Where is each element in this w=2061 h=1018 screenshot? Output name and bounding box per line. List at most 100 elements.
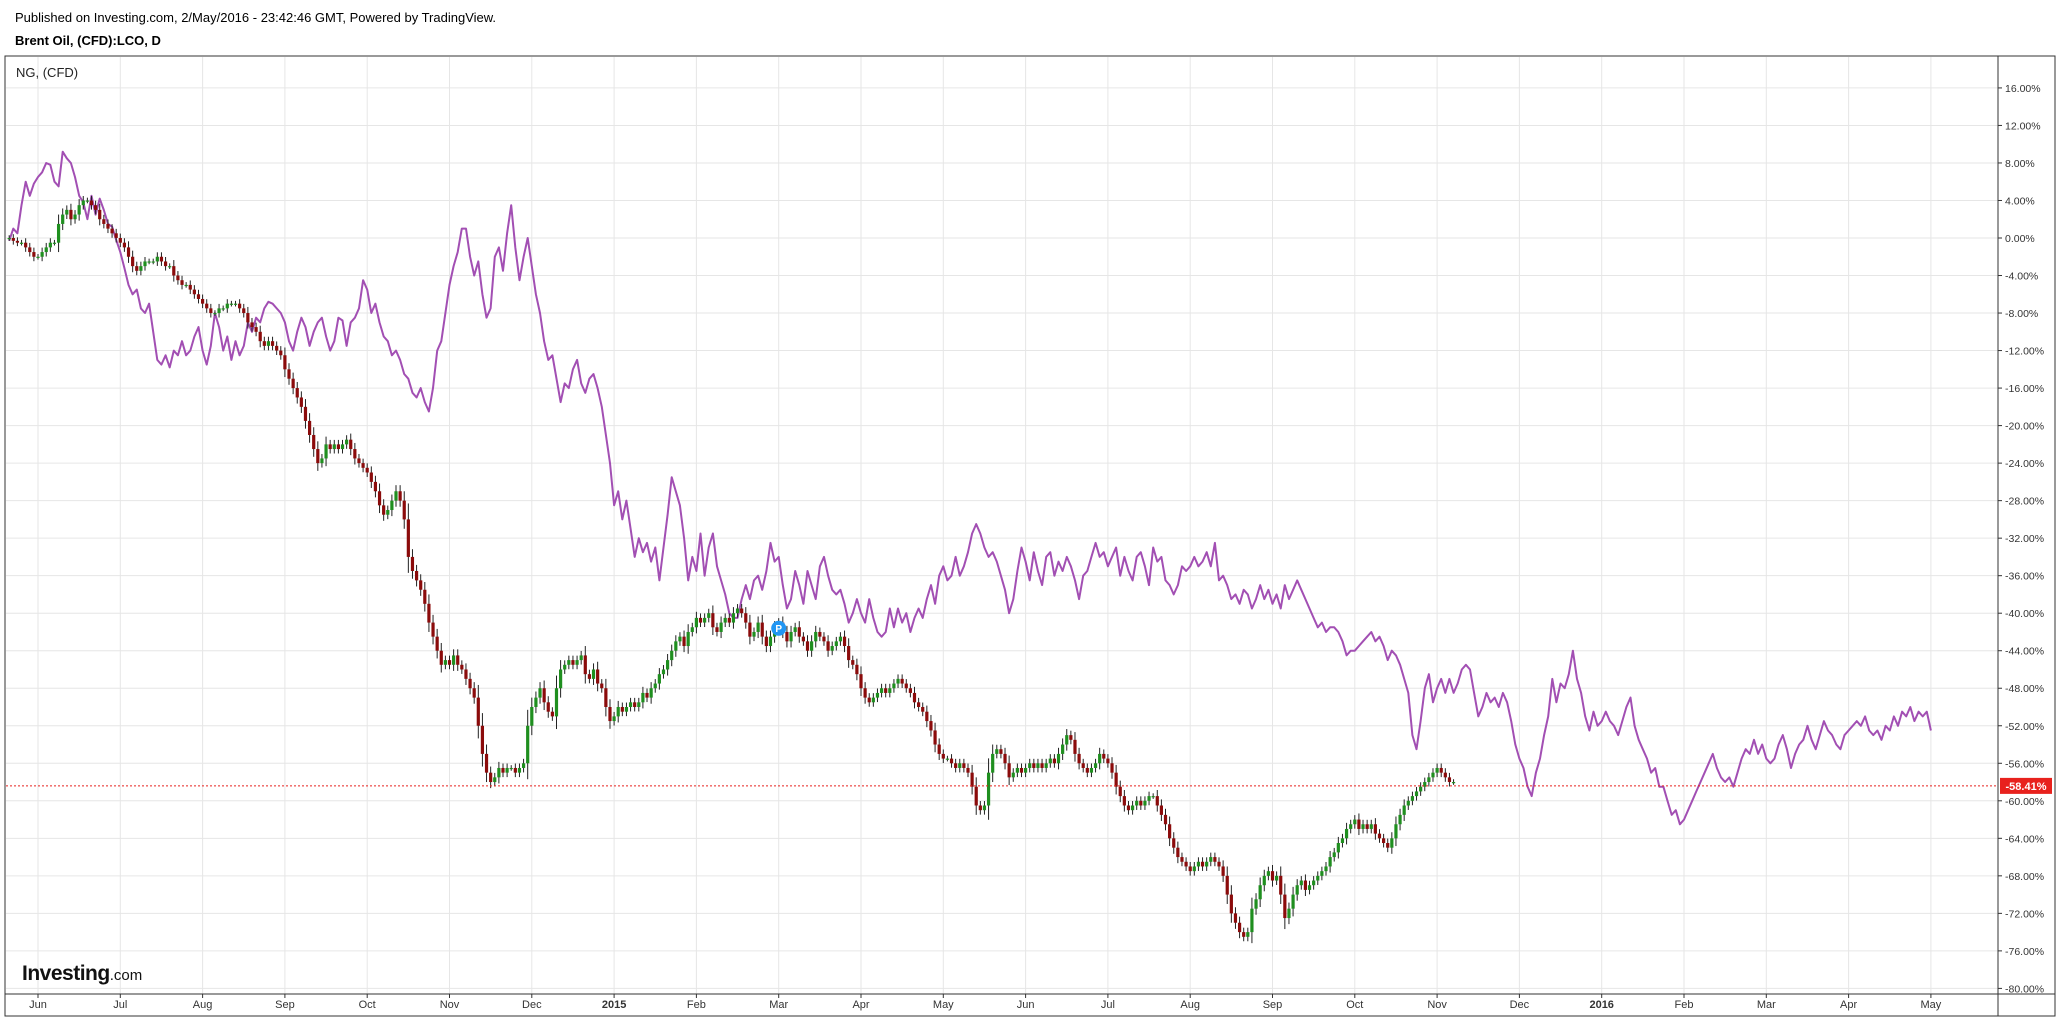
candle-body-up: [1065, 735, 1069, 745]
candle: [163, 256, 168, 271]
candle-body-down: [1386, 843, 1390, 848]
candle: [19, 239, 24, 246]
candle: [921, 702, 925, 717]
candle: [242, 303, 246, 318]
candle: [192, 285, 196, 299]
candle-body-down: [954, 763, 958, 768]
candle-body-down: [847, 646, 851, 661]
candle-body-down: [715, 627, 719, 632]
candle: [36, 253, 40, 260]
candle-body-up: [221, 308, 225, 310]
candle-body-up: [1130, 805, 1135, 811]
candle: [793, 622, 797, 637]
candle-body-up: [735, 608, 740, 614]
candle: [1303, 874, 1308, 897]
candle-body-up: [1336, 843, 1340, 853]
x-tick-label: Feb: [687, 999, 706, 1011]
candle-body-up: [793, 627, 797, 632]
x-tick-label: Feb: [1675, 999, 1694, 1011]
candle-body-down: [427, 603, 431, 623]
candle: [1270, 865, 1275, 887]
candle: [52, 239, 57, 246]
candle: [250, 317, 254, 332]
candle-body-down: [1007, 763, 1011, 778]
candle-body-up: [1402, 805, 1406, 815]
candle: [307, 413, 312, 443]
candle: [246, 306, 250, 329]
y-tick-label: -72.00%: [2005, 908, 2044, 920]
candle: [349, 433, 353, 456]
candle: [682, 630, 686, 653]
candle: [661, 665, 666, 679]
candle-body-up: [1011, 772, 1015, 778]
candle-body-up: [1344, 828, 1349, 839]
candle: [986, 758, 991, 820]
candle: [406, 503, 410, 573]
logo-main: Investing: [22, 962, 110, 985]
candle-body-down: [785, 631, 789, 642]
candle: [1357, 813, 1361, 836]
candle-body-down: [760, 622, 764, 637]
candle: [1176, 841, 1180, 864]
candle-body-up: [628, 702, 633, 707]
candle: [863, 682, 867, 704]
y-tick-label: -60.00%: [2005, 796, 2044, 808]
candle-body-up: [1349, 824, 1353, 829]
candle: [1373, 818, 1377, 840]
candle: [143, 256, 147, 271]
candle: [295, 381, 299, 404]
pane-marker-circle[interactable]: [771, 620, 787, 636]
candle-body-up: [65, 209, 69, 215]
candle-body-down: [1237, 922, 1242, 933]
candle: [1180, 852, 1184, 867]
candle: [1365, 819, 1369, 834]
candle-body-down: [1213, 857, 1217, 862]
x-tick-label: Nov: [1427, 999, 1447, 1011]
candle-body-down: [106, 223, 110, 229]
candle-body-down: [406, 519, 410, 557]
candle: [1130, 801, 1135, 815]
candle: [1122, 790, 1126, 812]
candle-body-down: [933, 730, 937, 745]
pane-marker[interactable]: P: [771, 620, 787, 636]
candle-body-up: [452, 655, 456, 665]
candle-body-down: [110, 228, 114, 234]
candle: [756, 616, 760, 639]
candle-body-up: [756, 622, 760, 632]
candle-body-up: [834, 641, 838, 647]
candle-body-down: [28, 247, 32, 253]
price-axis[interactable]: 16.00% 12.00% 8.00% 4.00% 0.00% -4.00% -8.00% -…: [1998, 83, 2044, 995]
candle-body-down: [126, 247, 131, 257]
candle-body-up: [1089, 767, 1094, 773]
candle-body-up: [1332, 852, 1336, 858]
candle-body-down: [855, 664, 859, 675]
candle-body-down: [818, 631, 822, 637]
candle: [1015, 763, 1019, 778]
time-axis[interactable]: Jun Jul Aug Sep Oct Nov Dec 2015 Feb Mar Apr May Jun…: [29, 994, 1942, 1011]
candle-body-up: [168, 266, 172, 268]
candle-body-up: [217, 308, 221, 314]
candle: [542, 680, 546, 711]
candle-body-down: [1168, 824, 1172, 839]
candle: [382, 499, 386, 521]
candle-body-down: [246, 313, 250, 323]
candle: [320, 453, 324, 468]
candle: [933, 722, 937, 753]
candle: [1036, 758, 1040, 773]
candle-body-down: [254, 327, 258, 332]
candle-body-up: [1147, 796, 1151, 801]
candle-body-up: [1036, 763, 1040, 768]
candle-body-down: [966, 767, 970, 773]
candle: [414, 564, 419, 587]
candle: [1192, 862, 1196, 876]
candle-body-up: [155, 256, 159, 262]
candle-body-up: [36, 256, 40, 258]
candle-body-up: [332, 444, 336, 450]
candle-body-up: [1205, 861, 1209, 867]
candle: [686, 624, 690, 654]
candle: [694, 611, 698, 634]
candle: [1332, 847, 1336, 862]
candle: [760, 614, 764, 645]
candle: [56, 214, 61, 253]
